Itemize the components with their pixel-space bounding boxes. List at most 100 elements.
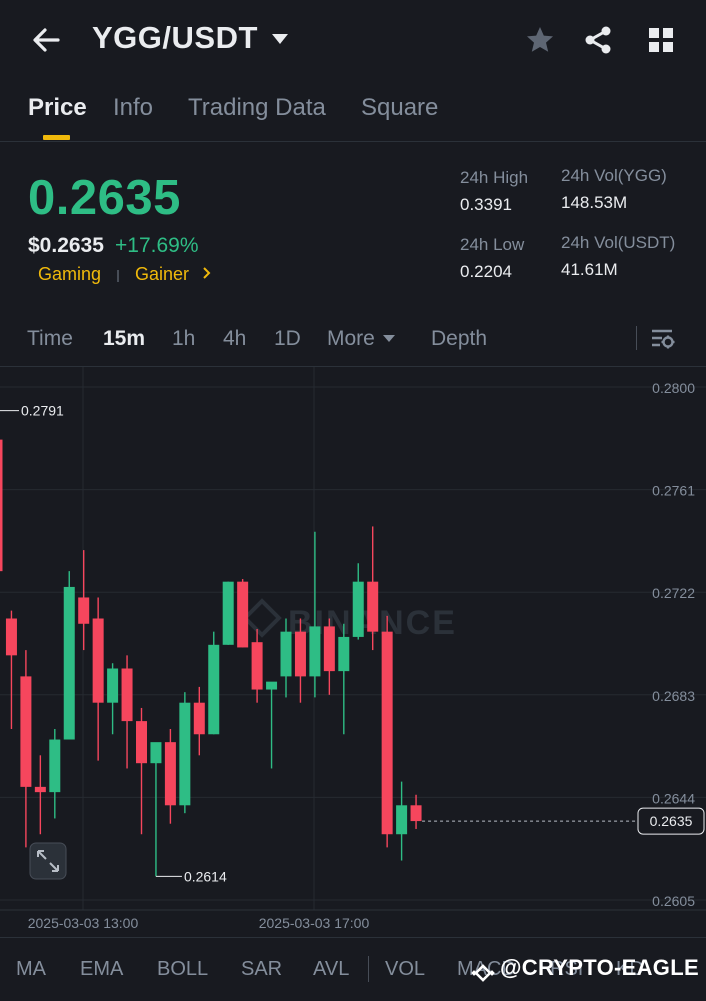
tag-gaming[interactable]: Gaming <box>38 264 102 284</box>
candle <box>280 618 292 698</box>
candlestick-chart[interactable]: BINANCE 0.2791 0.2614 0.2635 0.2800 0.2761 0… <box>0 367 706 937</box>
candle-body <box>0 439 3 572</box>
watermark-overlay: @CRYPTO-EAGLE <box>500 955 699 980</box>
tf-15m[interactable]: 15m <box>103 327 146 350</box>
low-value: 0.2204 <box>460 262 512 281</box>
tab-info[interactable]: Info <box>113 94 154 121</box>
indicator-vol[interactable]: VOL <box>385 958 426 980</box>
indicator-avl[interactable]: AVL <box>313 958 350 980</box>
candle <box>396 781 408 861</box>
high-label: 24h High <box>460 168 529 187</box>
y-tick-label: 0.2605 <box>652 893 695 909</box>
candle-body <box>63 586 75 740</box>
candle-body <box>179 702 191 806</box>
candle <box>136 707 147 835</box>
usd-price: $0.2635 <box>28 234 104 257</box>
candle <box>121 655 133 769</box>
candle-body <box>150 742 162 764</box>
candle <box>5 610 17 729</box>
indicator-boll[interactable]: BOLL <box>157 958 209 980</box>
candle <box>410 794 422 829</box>
low-label: 24h Low <box>460 235 525 254</box>
toolbar-border <box>0 366 706 367</box>
price-change: +17.69% <box>115 234 199 257</box>
candle <box>164 729 176 824</box>
y-tick-label: 0.2800 <box>652 380 695 396</box>
binance-watermark: BINANCE <box>242 598 455 642</box>
indicator-rsi[interactable]: RSI <box>550 958 584 980</box>
indicator-ma[interactable]: MA <box>16 958 46 980</box>
high-value: 0.3391 <box>460 195 512 214</box>
tag-gainer[interactable]: Gainer <box>135 264 190 284</box>
section-tabs: Price Info Trading Data Square <box>0 82 706 142</box>
candle-body <box>49 739 61 793</box>
chart-settings-icon[interactable] <box>650 326 676 357</box>
candle-body <box>251 642 263 690</box>
candle-body <box>367 581 379 632</box>
tf-time[interactable]: Time <box>27 327 73 350</box>
candle-body <box>294 631 306 677</box>
y-tick-label: 0.2722 <box>652 585 695 601</box>
candle <box>78 550 90 651</box>
pair-title[interactable]: YGG/USDT <box>92 20 258 55</box>
arrow-left-icon[interactable] <box>28 22 64 58</box>
candle <box>0 439 3 572</box>
candle <box>367 526 379 651</box>
tf-1h[interactable]: 1h <box>172 327 196 350</box>
candle <box>49 729 61 819</box>
share-icon[interactable] <box>582 24 614 56</box>
candle <box>309 531 321 698</box>
candle-body <box>164 742 176 806</box>
indicator-kd[interactable]: KD <box>616 958 644 980</box>
chevron-down-icon[interactable] <box>272 34 288 44</box>
candle <box>338 623 350 735</box>
candle-body <box>309 626 321 677</box>
chevron-right-icon[interactable] <box>202 266 212 285</box>
star-icon[interactable] <box>524 24 556 56</box>
toolbar-divider <box>636 326 637 350</box>
candle-body <box>121 668 133 722</box>
tf-more[interactable]: More <box>327 327 375 350</box>
indicator-divider <box>368 956 369 982</box>
candle-body <box>222 581 234 645</box>
x-tick-label: 2025-03-03 13:00 <box>28 915 139 931</box>
candle <box>107 663 119 735</box>
binance-logo-icon <box>470 960 496 991</box>
candle <box>323 618 335 695</box>
candle-body <box>107 668 119 703</box>
candle <box>179 692 191 814</box>
candle-body <box>280 631 292 677</box>
candle <box>193 686 205 756</box>
candle-body <box>5 618 17 656</box>
tab-trading-data[interactable]: Trading Data <box>188 94 326 121</box>
y-tick-label: 0.2683 <box>652 688 695 704</box>
grid-icon[interactable] <box>645 24 677 56</box>
candle <box>352 563 364 640</box>
last-price-box <box>637 807 705 835</box>
candle-body <box>92 618 104 703</box>
tab-price[interactable]: Price <box>28 94 87 121</box>
candle-body <box>410 805 422 822</box>
tf-4h[interactable]: 4h <box>223 327 247 350</box>
candle-body <box>266 681 278 690</box>
candle <box>266 681 278 769</box>
indicator-sar[interactable]: SAR <box>241 958 283 980</box>
tag-divider <box>117 270 119 282</box>
tf-depth[interactable]: Depth <box>431 327 488 350</box>
candle-body <box>338 636 350 672</box>
y-tick-label: 0.2761 <box>652 483 695 499</box>
tf-1d[interactable]: 1D <box>274 327 301 350</box>
candle <box>92 597 104 761</box>
tab-square[interactable]: Square <box>361 94 439 121</box>
last-price-label: 0.2635 <box>650 813 693 829</box>
candle-body <box>136 721 147 764</box>
candle-body <box>78 597 90 624</box>
expand-icon[interactable] <box>29 842 67 880</box>
low-marker-label: 0.2614 <box>184 868 227 884</box>
indicator-ema[interactable]: EMA <box>80 958 124 980</box>
binance-logo-icon <box>242 598 282 638</box>
candle-body <box>208 644 220 735</box>
caret-down-icon[interactable] <box>383 335 395 342</box>
vol-base-label: 24h Vol(YGG) <box>561 166 667 185</box>
candle-body <box>381 631 393 835</box>
